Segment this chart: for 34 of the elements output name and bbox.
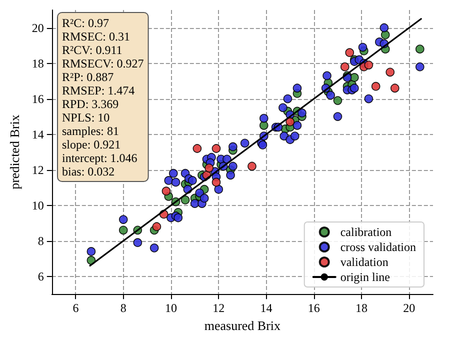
annotation: R²CV: 0.911 (62, 42, 122, 57)
annotation: RPD: 3.369 (62, 96, 119, 111)
x-tick-label: 16 (308, 301, 320, 316)
y-tick-label: 18 (32, 56, 44, 70)
y-tick-label: 12 (32, 162, 44, 177)
annotation: R²P: 0.887 (62, 70, 114, 84)
legend-label: cross validation (340, 240, 416, 254)
y-tick-label: 8 (38, 234, 44, 248)
x-tick-label: 6 (72, 301, 79, 316)
y-tick-label: 20 (32, 20, 44, 35)
annotation: intercept: 1.046 (62, 150, 138, 165)
legend-label: origin line (340, 270, 390, 284)
y-tick-label: 6 (38, 269, 44, 284)
y-tick-label: 16 (32, 92, 44, 106)
x-axis-title: measured Brix (204, 318, 282, 333)
y-axis-title: predicted Brix (7, 114, 22, 190)
annotation: slope: 0.921 (62, 137, 121, 152)
legend-label: validation (340, 255, 388, 269)
annotation: NPLS: 10 (62, 110, 110, 124)
annotation: RMSECV: 0.927 (62, 56, 144, 70)
annotation: samples: 81 (62, 124, 119, 138)
x-tick-label: 20 (403, 301, 416, 316)
annotation: bias: 0.032 (62, 164, 115, 178)
x-tick-label: 8 (120, 301, 126, 316)
y-tick-label: 10 (32, 198, 44, 212)
x-tick-label: 12 (212, 301, 225, 316)
x-tick-label: 14 (260, 301, 272, 316)
annotation: RMSEP: 1.474 (62, 83, 135, 98)
y-tick-label: 14 (32, 127, 44, 142)
x-tick-label: 10 (164, 301, 177, 316)
legend-label: calibration (340, 225, 392, 239)
annotation: R²C: 0.97 (62, 16, 109, 30)
annotation: RMSEC: 0.31 (62, 29, 130, 44)
x-tick-label: 18 (356, 301, 368, 316)
